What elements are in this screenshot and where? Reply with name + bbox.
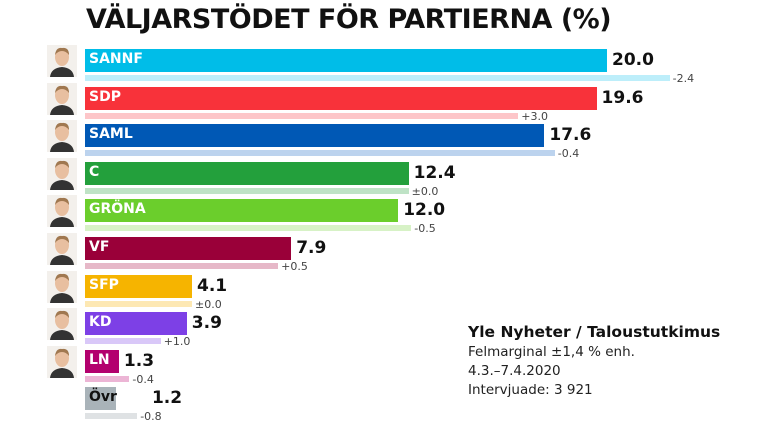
bar-label: SAML [89, 126, 133, 143]
bar-9: Övr [85, 387, 117, 411]
change-label: -0.4 [132, 372, 154, 386]
bar-label: Övr [89, 389, 117, 406]
portrait-7 [47, 308, 77, 341]
change-label: -0.4 [557, 147, 580, 161]
prev-bar-7 [85, 338, 161, 345]
value-label: 20.0 [612, 50, 654, 70]
portrait-5 [47, 233, 77, 265]
prev-bar-0 [85, 75, 670, 81]
value-label: 17.6 [549, 125, 592, 146]
prev-bar-4 [85, 225, 412, 232]
chart-title: VÄLJARSTÖDET FÖR PARTIERNA (%) [86, 4, 612, 35]
portrait-1 [47, 82, 77, 115]
change-label: -0.5 [414, 222, 436, 236]
bar-6: SFP [85, 274, 192, 298]
bar-0: SANNF [85, 49, 607, 72]
margin-label: Felmarginal ±1,4 % enh. [468, 344, 635, 360]
value-label: 12.0 [403, 200, 446, 221]
bar-1: SDP [85, 86, 597, 110]
prev-bar-2 [85, 150, 555, 157]
bar-label: SDP [89, 88, 121, 105]
change-label: ±0.0 [195, 297, 222, 311]
value-label: 7.9 [296, 238, 327, 258]
change-label: +0.5 [281, 260, 308, 273]
value-label: 19.6 [601, 87, 644, 108]
bar-label: KD [89, 314, 112, 331]
bar-5: VF [85, 237, 292, 260]
change-label: ±0.0 [411, 184, 439, 198]
change-label: +3.0 [521, 109, 548, 123]
value-label: 4.1 [197, 275, 228, 296]
portrait-3 [47, 157, 77, 190]
prev-bar-1 [85, 112, 519, 119]
bar-label: C [89, 163, 100, 180]
change-label: +1.0 [163, 335, 191, 349]
value-label: 3.9 [191, 313, 222, 334]
change-label: -0.8 [140, 410, 162, 424]
bar-2: SAML [85, 124, 545, 148]
bar-label: GRÖNA [89, 201, 146, 218]
prev-bar-8 [85, 375, 130, 382]
value-label: 1.2 [151, 388, 183, 409]
prev-bar-9 [85, 413, 138, 420]
bar-7: KD [85, 312, 187, 336]
portrait-0 [47, 45, 77, 77]
prev-bar-5 [85, 263, 279, 269]
portrait-4 [47, 195, 77, 228]
respondents-label: Intervjuade: 3 921 [468, 382, 593, 398]
period-label: 4.3.–7.4.2020 [468, 363, 561, 379]
source-label: Yle Nyheter / Taloustutkimus [468, 323, 721, 341]
change-label: -2.4 [672, 72, 695, 85]
portrait-8 [47, 345, 77, 378]
bar-label: SANNF [89, 51, 143, 67]
portrait-6 [47, 270, 77, 303]
bar-label: LN [89, 351, 110, 368]
bar-label: VF [89, 239, 110, 255]
bar-label: SFP [89, 276, 119, 293]
value-label: 1.3 [123, 350, 155, 371]
value-label: 12.4 [413, 162, 456, 183]
bar-8: LN [85, 349, 119, 373]
prev-bar-6 [85, 300, 192, 307]
portrait-2 [47, 120, 77, 153]
prev-bar-3 [85, 187, 409, 194]
info-box: Yle Nyheter / Taloustutkimus Felmarginal… [468, 323, 720, 400]
bar-3: C [85, 161, 409, 185]
bar-4: GRÖNA [85, 199, 399, 223]
